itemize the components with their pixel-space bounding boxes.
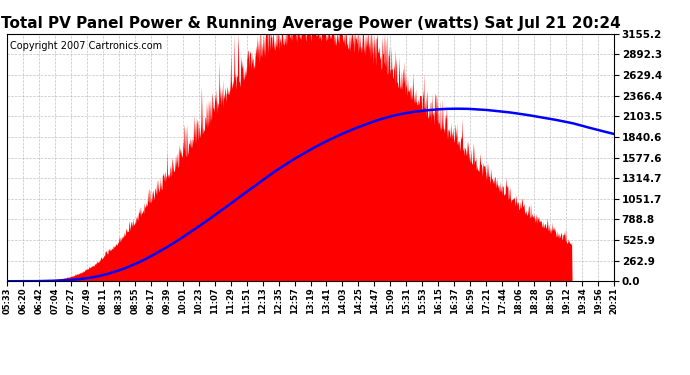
Title: Total PV Panel Power & Running Average Power (watts) Sat Jul 21 20:24: Total PV Panel Power & Running Average P…	[1, 16, 620, 31]
Text: Copyright 2007 Cartronics.com: Copyright 2007 Cartronics.com	[10, 41, 162, 51]
